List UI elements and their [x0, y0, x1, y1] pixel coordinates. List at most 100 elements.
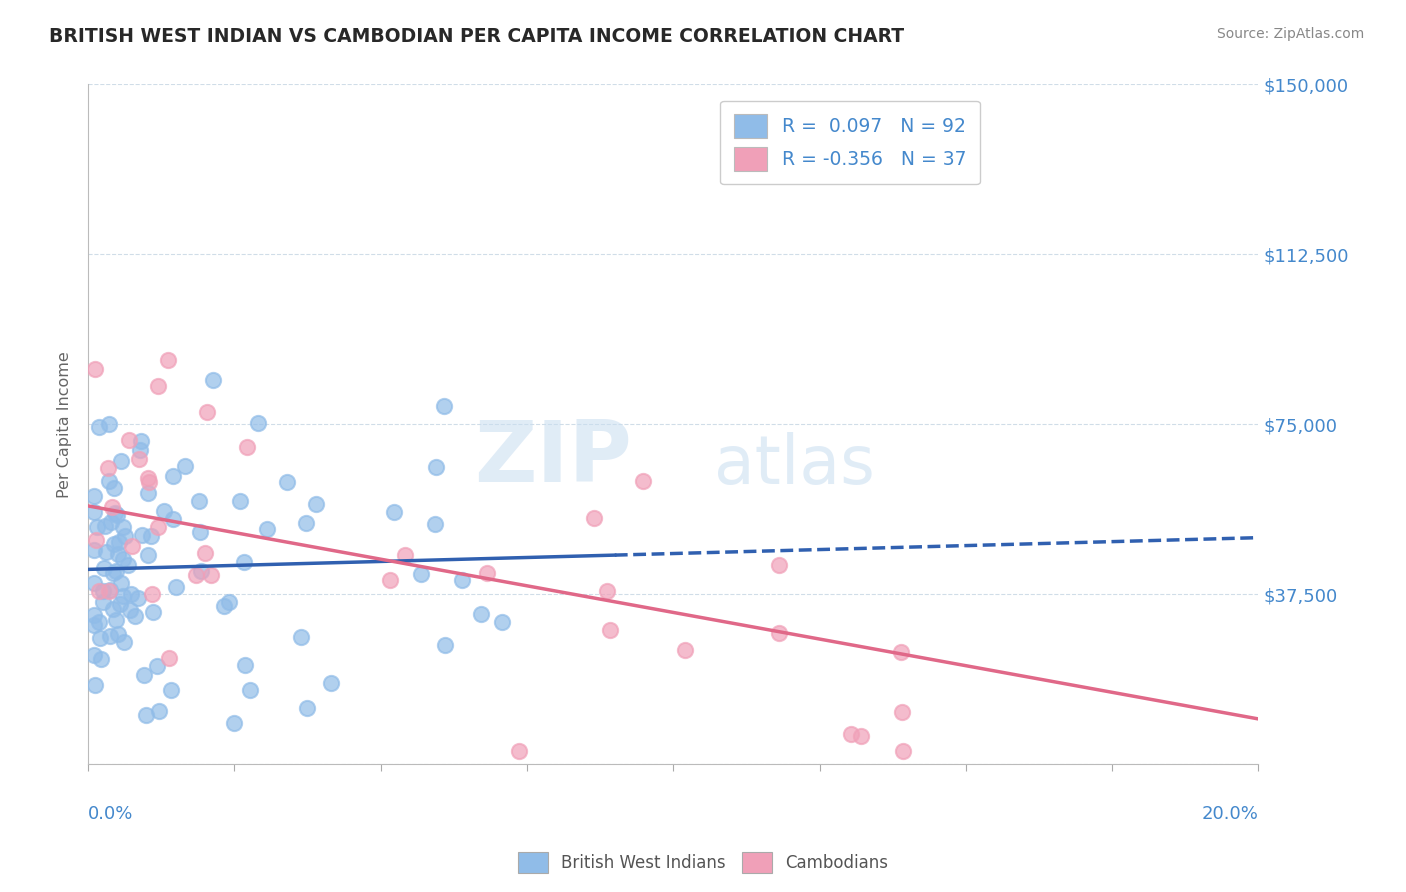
Point	[114, 529, 136, 543]
Point	[839, 727, 862, 741]
Point	[83, 505, 105, 519]
Point	[108, 597, 131, 611]
Legend: British West Indians, Cambodians: British West Indians, Cambodians	[510, 846, 896, 880]
Point	[256, 522, 278, 536]
Point	[101, 500, 124, 514]
Point	[188, 493, 211, 508]
Point	[157, 650, 180, 665]
Point	[91, 584, 114, 599]
Point	[470, 607, 492, 621]
Text: atlas: atlas	[714, 432, 875, 498]
Point	[141, 587, 163, 601]
Text: BRITISH WEST INDIAN VS CAMBODIAN PER CAPITA INCOME CORRELATION CHART: BRITISH WEST INDIAN VS CAMBODIAN PER CAP…	[49, 27, 904, 45]
Point	[411, 567, 433, 582]
Point	[83, 678, 105, 692]
Point	[218, 595, 240, 609]
Point	[295, 700, 318, 714]
Point	[100, 515, 122, 529]
Point	[138, 475, 160, 489]
Point	[153, 504, 176, 518]
Point	[434, 638, 457, 652]
Point	[111, 520, 134, 534]
Point	[83, 489, 105, 503]
Point	[84, 361, 107, 376]
Point	[87, 420, 110, 434]
Point	[121, 539, 143, 553]
Point	[595, 584, 617, 599]
Point	[98, 629, 121, 643]
Point	[160, 683, 183, 698]
Point	[582, 511, 605, 525]
Point	[120, 587, 142, 601]
Point	[118, 434, 141, 448]
Point	[475, 566, 498, 581]
Point	[186, 568, 208, 582]
Point	[141, 529, 163, 543]
Point	[94, 545, 117, 559]
Point	[131, 434, 153, 449]
Point	[222, 715, 245, 730]
Point	[236, 440, 259, 454]
Point	[98, 584, 121, 599]
Point	[599, 623, 621, 637]
Point	[202, 373, 225, 387]
Point	[93, 561, 115, 575]
Point	[105, 613, 128, 627]
Point	[97, 417, 120, 432]
Point	[142, 605, 165, 619]
Point	[90, 651, 112, 665]
Point	[891, 705, 914, 719]
Point	[425, 460, 447, 475]
Point	[229, 494, 252, 508]
Point	[127, 591, 149, 605]
Point	[156, 352, 179, 367]
Point	[423, 517, 446, 532]
Point	[89, 631, 111, 645]
Point	[120, 602, 142, 616]
Point	[105, 508, 128, 522]
Point	[110, 575, 132, 590]
Point	[128, 452, 150, 467]
Point	[138, 471, 160, 485]
Point	[103, 536, 125, 550]
Point	[107, 627, 129, 641]
Point	[117, 558, 139, 572]
Point	[103, 481, 125, 495]
Point	[305, 497, 328, 511]
Point	[200, 567, 222, 582]
Point	[107, 547, 129, 561]
Point	[891, 744, 914, 758]
Point	[768, 626, 790, 640]
Point	[101, 566, 124, 580]
Point	[84, 533, 107, 547]
Point	[174, 459, 197, 474]
Point	[89, 615, 111, 629]
Point	[321, 676, 343, 690]
Point	[433, 399, 456, 413]
Point	[190, 525, 212, 540]
Point	[89, 584, 111, 599]
Point	[136, 485, 159, 500]
Point	[94, 519, 117, 533]
Point	[135, 708, 157, 723]
Point	[382, 505, 405, 519]
Point	[508, 744, 530, 758]
Text: 20.0%: 20.0%	[1202, 805, 1258, 823]
Point	[104, 506, 127, 520]
Point	[132, 668, 155, 682]
Point	[146, 520, 169, 534]
Point	[190, 564, 212, 578]
Point	[124, 609, 146, 624]
Point	[212, 599, 235, 613]
Point	[378, 573, 401, 587]
Y-axis label: Per Capita Income: Per Capita Income	[58, 351, 72, 498]
Point	[631, 474, 654, 488]
Point	[103, 602, 125, 616]
Point	[83, 648, 105, 663]
Point	[890, 645, 912, 659]
Point	[295, 516, 318, 530]
Point	[145, 659, 167, 673]
Point	[394, 549, 416, 563]
Point	[194, 547, 217, 561]
Point	[111, 552, 134, 566]
